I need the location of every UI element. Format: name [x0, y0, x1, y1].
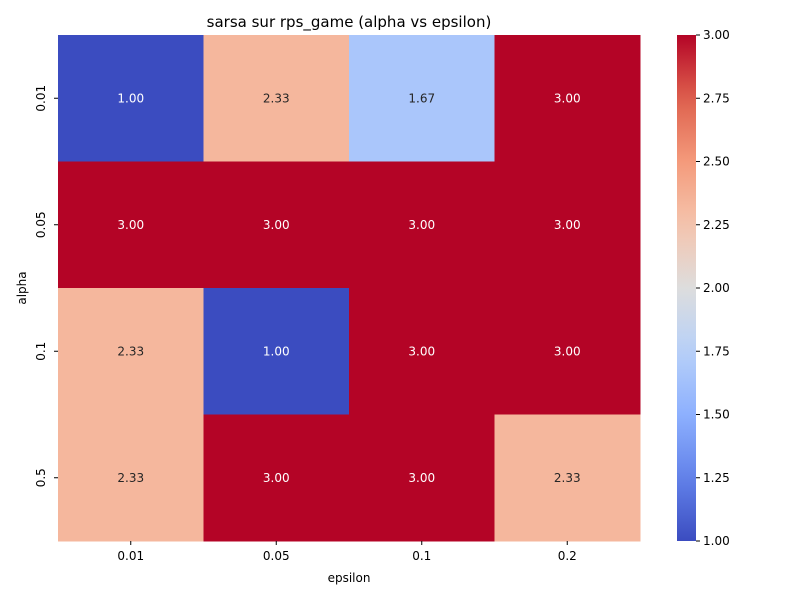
x-tick-label: 0.01	[117, 549, 144, 563]
cell-value-label: 3.00	[554, 91, 581, 105]
cell-value-label: 3.00	[408, 344, 435, 358]
heatmap-cell	[58, 161, 204, 289]
x-axis-label: epsilon	[328, 571, 371, 585]
heatmap-cell	[349, 288, 495, 415]
y-tick-label: 0.05	[34, 211, 48, 238]
colorbar-tick-label: 2.00	[703, 281, 730, 295]
heatmap-cell	[494, 414, 641, 542]
x-tick-label: 0.2	[558, 549, 577, 563]
cell-value-label: 2.33	[554, 471, 581, 485]
cell-value-label: 1.67	[408, 91, 435, 105]
colorbar-tick-label: 1.00	[703, 534, 730, 548]
cell-value-label: 3.00	[408, 471, 435, 485]
y-axis: 0.01 0.05 0.1 0.5	[34, 85, 58, 487]
colorbar-tick-label: 3.00	[703, 28, 730, 42]
y-tick-label: 0.1	[34, 342, 48, 361]
cell-value-label: 3.00	[554, 344, 581, 358]
colorbar-tick-label: 1.50	[703, 408, 730, 422]
cell-value-label: 3.00	[263, 471, 290, 485]
cell-value-label: 3.00	[117, 218, 144, 232]
cell-value-label: 1.00	[117, 91, 144, 105]
y-tick-label: 0.5	[34, 468, 48, 487]
colorbar-tick-label: 1.75	[703, 344, 730, 358]
y-tick-label: 0.01	[34, 85, 48, 112]
heatmap-cell	[58, 35, 204, 162]
heatmap-cell	[494, 288, 641, 415]
x-axis: 0.01 0.05 0.1 0.2	[117, 541, 577, 563]
heatmap-cell	[203, 288, 350, 415]
cell-value-label: 3.00	[263, 218, 290, 232]
cell-value-label: 2.33	[263, 91, 290, 105]
heatmap-cell	[203, 35, 350, 162]
colorbar-tick-label: 2.25	[703, 218, 730, 232]
colorbar-tick-label: 1.25	[703, 471, 730, 485]
heatmap-grid: 1.00 2.33 1.67 3.00 3.00 3.00 3.00 3.00 2.33 1.00…	[58, 35, 641, 542]
heatmap-cell	[58, 288, 204, 415]
cell-value-label: 2.33	[117, 471, 144, 485]
heatmap-cell	[494, 35, 641, 162]
cell-value-label: 2.33	[117, 344, 144, 358]
cell-value-label: 3.00	[554, 218, 581, 232]
x-tick-label: 0.05	[263, 549, 290, 563]
colorbar-tick-label: 2.75	[703, 91, 730, 105]
heatmap-cell	[203, 414, 350, 542]
cell-value-label: 3.00	[408, 218, 435, 232]
heatmap-cell	[58, 414, 204, 542]
colorbar-tick-label: 2.50	[703, 155, 730, 169]
heatmap-cell	[349, 161, 495, 289]
heatmap-cell	[494, 161, 641, 289]
colorbar-gradient	[677, 35, 696, 541]
x-tick-label: 0.1	[412, 549, 431, 563]
heatmap-cell	[349, 35, 495, 162]
heatmap-cell	[349, 414, 495, 542]
heatmap-cell	[203, 161, 350, 289]
cell-value-label: 1.00	[263, 344, 290, 358]
y-axis-label: alpha	[15, 271, 29, 304]
chart-title: sarsa sur rps_game (alpha vs epsilon)	[207, 13, 492, 32]
colorbar: 1.00 1.25 1.50 1.75 2.00 2.25 2.50 2.75 3.00	[677, 28, 730, 548]
